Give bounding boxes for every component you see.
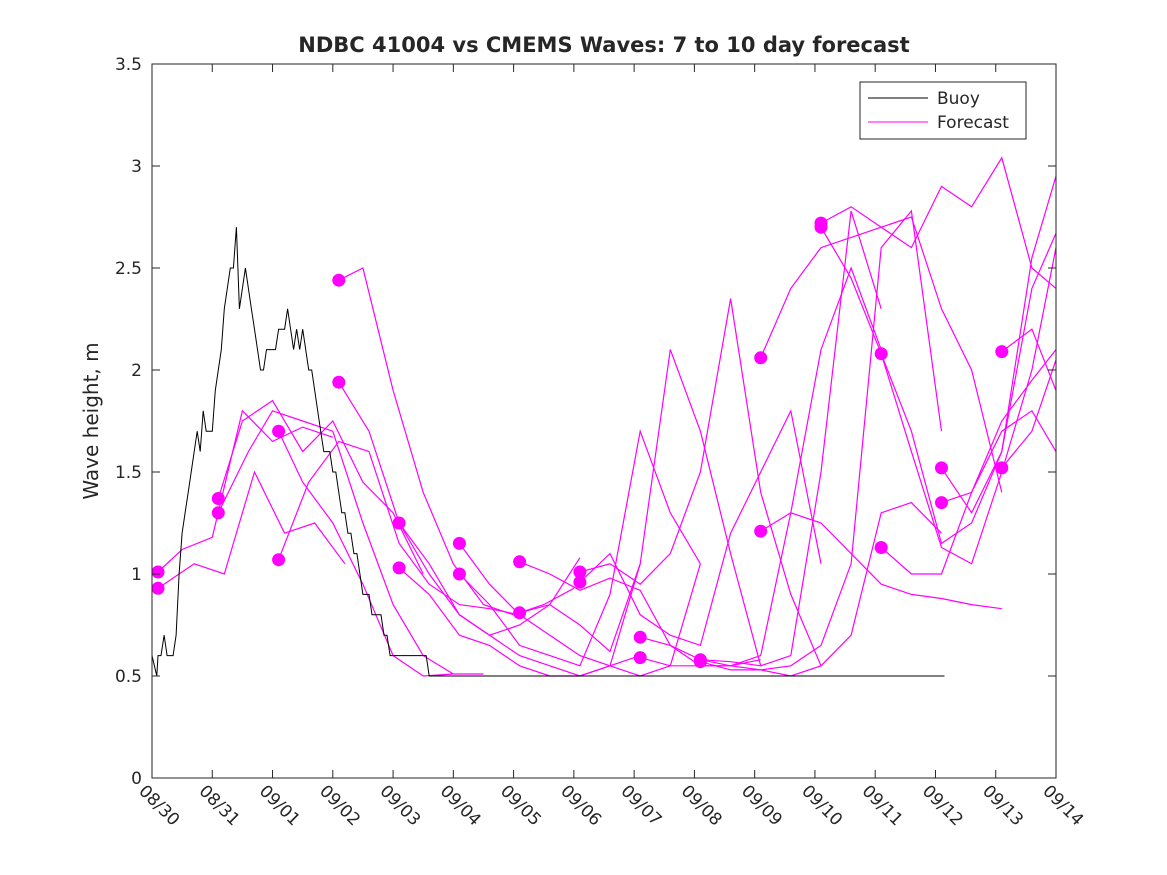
forecast-start-marker	[452, 536, 466, 550]
forecast-start-marker	[633, 630, 647, 644]
chart-title: NDBC 41004 vs CMEMS Waves: 7 to 10 day f…	[298, 33, 909, 57]
forecast-start-marker	[272, 424, 286, 438]
forecast-line-7	[338, 267, 575, 616]
forecast-start-marker	[392, 516, 406, 530]
forecast-start-marker	[513, 606, 527, 620]
y-tick-label: 1.5	[115, 463, 142, 483]
forecast-start-marker	[151, 565, 165, 579]
forecast-line-23	[820, 156, 1057, 289]
forecast-start-marker	[633, 651, 647, 665]
forecast-start-marker	[513, 555, 527, 569]
forecast-start-marker	[995, 345, 1009, 359]
forecast-start-marker	[935, 496, 948, 510]
forecast-line-12	[458, 428, 701, 667]
forecast-start-marker	[332, 375, 346, 389]
forecast-line-10	[398, 563, 641, 677]
forecast-line-14	[519, 349, 762, 666]
y-tick-label: 3	[131, 157, 142, 177]
forecast-line-3	[217, 399, 424, 575]
series-layer	[151, 156, 1057, 677]
forecast-start-marker	[814, 220, 828, 234]
forecast-line-5	[278, 430, 484, 677]
forecast-line-6	[278, 440, 520, 616]
forecast-start-marker	[935, 461, 948, 475]
forecast-start-marker	[151, 581, 165, 595]
forecast-start-marker	[874, 541, 888, 554]
forecast-line-4	[217, 410, 454, 675]
legend-forecast-label: Forecast	[937, 113, 1009, 133]
forecast-line-29	[1001, 328, 1057, 391]
y-tick-label: 3.5	[115, 55, 142, 75]
axes-frame	[151, 63, 1057, 779]
forecast-line-25	[880, 247, 1057, 565]
y-tick-label: 1	[131, 565, 142, 585]
y-tick-label: 0	[131, 769, 142, 789]
forecast-line-2	[157, 470, 346, 589]
forecast-start-marker	[272, 553, 286, 567]
forecast-line-20	[700, 501, 942, 677]
forecast-start-marker	[392, 561, 406, 575]
forecast-line-27	[941, 233, 1057, 514]
forecast-start-marker	[754, 351, 768, 365]
forecast-line-28	[941, 409, 1057, 504]
plot-area	[152, 64, 1056, 778]
forecast-line-24	[820, 176, 1057, 545]
forecast-line-19	[700, 209, 943, 671]
forecast-start-marker	[874, 347, 888, 361]
forecast-start-marker	[332, 273, 346, 287]
forecast-start-marker	[573, 575, 587, 589]
y-tick-label: 0.5	[115, 667, 142, 687]
forecast-start-marker	[995, 461, 1009, 475]
forecast-start-marker	[452, 567, 466, 581]
y-tick-label: 2.5	[115, 259, 142, 279]
legend: Buoy Forecast	[859, 81, 1027, 140]
forecast-line-30	[1001, 359, 1057, 469]
forecast-line-18	[640, 266, 882, 667]
forecast-line-17	[640, 210, 882, 667]
buoy-line	[151, 227, 945, 677]
forecast-start-marker	[573, 565, 587, 579]
forecast-start-marker	[211, 492, 225, 505]
legend-box	[859, 81, 1027, 140]
marker-layer	[151, 216, 1009, 669]
forecast-line-1	[157, 409, 333, 573]
y-tick-label: 2	[131, 361, 142, 381]
forecast-start-marker	[693, 655, 707, 669]
forecast-start-marker	[211, 506, 225, 520]
y-axis-label: Wave height, m	[79, 342, 103, 499]
legend-buoy-label: Buoy	[937, 89, 980, 109]
forecast-line-22	[760, 512, 1002, 610]
forecast-line-16	[579, 408, 822, 647]
forecast-line-11	[458, 543, 701, 677]
forecast-start-marker	[754, 524, 768, 538]
